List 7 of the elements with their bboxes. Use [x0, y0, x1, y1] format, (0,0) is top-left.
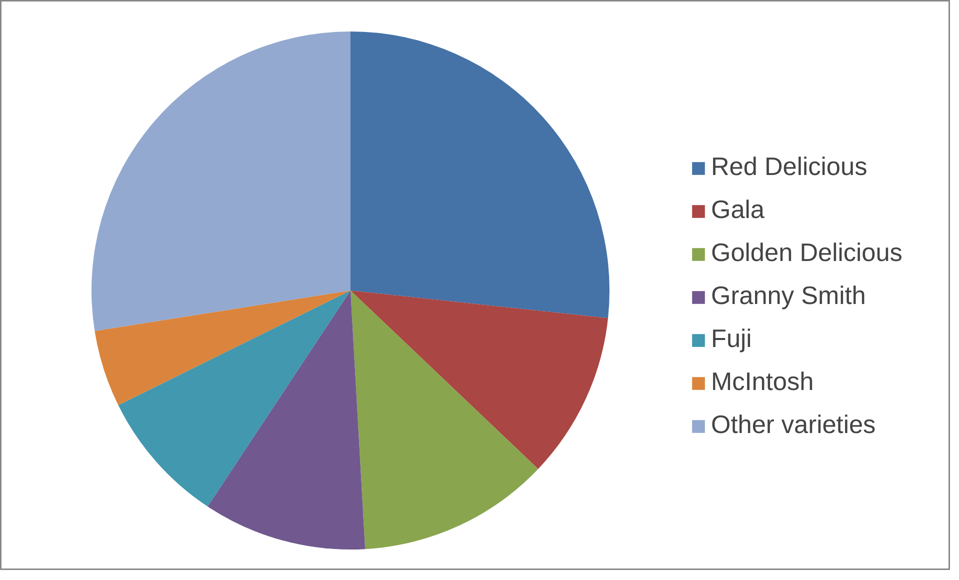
legend-label: Other varieties	[711, 411, 876, 440]
legend-label: Golden Delicious	[711, 239, 902, 268]
legend-label: Red Delicious	[711, 153, 868, 182]
legend-label: Fuji	[711, 325, 752, 354]
legend-label: Gala	[711, 196, 765, 225]
legend-label: McIntosh	[711, 368, 814, 397]
legend-label: Granny Smith	[711, 282, 866, 311]
